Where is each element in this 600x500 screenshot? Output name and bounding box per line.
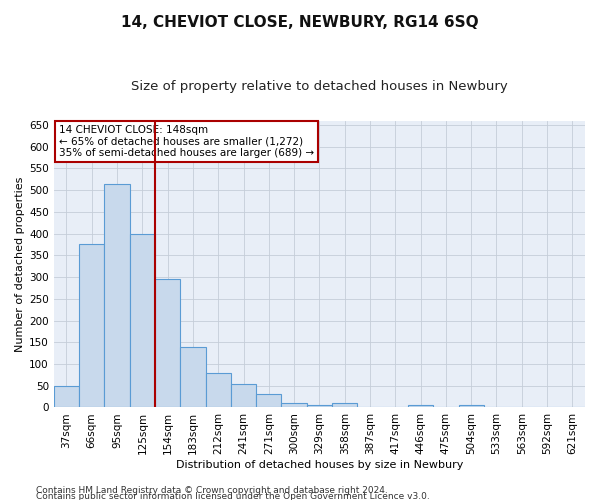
Text: 14 CHEVIOT CLOSE: 148sqm
← 65% of detached houses are smaller (1,272)
35% of sem: 14 CHEVIOT CLOSE: 148sqm ← 65% of detach… bbox=[59, 125, 314, 158]
Bar bbox=[54, 386, 79, 407]
Bar bbox=[231, 384, 256, 407]
Bar bbox=[130, 234, 155, 408]
Text: Contains HM Land Registry data © Crown copyright and database right 2024.: Contains HM Land Registry data © Crown c… bbox=[36, 486, 388, 495]
Bar bbox=[155, 279, 180, 407]
Bar bbox=[281, 403, 307, 407]
Bar bbox=[180, 346, 206, 408]
Bar bbox=[307, 406, 332, 407]
Text: 14, CHEVIOT CLOSE, NEWBURY, RG14 6SQ: 14, CHEVIOT CLOSE, NEWBURY, RG14 6SQ bbox=[121, 15, 479, 30]
Bar bbox=[256, 394, 281, 407]
Bar bbox=[79, 244, 104, 408]
Bar bbox=[458, 406, 484, 407]
Bar bbox=[332, 403, 358, 407]
Y-axis label: Number of detached properties: Number of detached properties bbox=[15, 176, 25, 352]
X-axis label: Distribution of detached houses by size in Newbury: Distribution of detached houses by size … bbox=[176, 460, 463, 470]
Bar bbox=[206, 372, 231, 408]
Bar bbox=[408, 406, 433, 407]
Text: Contains public sector information licensed under the Open Government Licence v3: Contains public sector information licen… bbox=[36, 492, 430, 500]
Title: Size of property relative to detached houses in Newbury: Size of property relative to detached ho… bbox=[131, 80, 508, 93]
Bar bbox=[104, 184, 130, 408]
